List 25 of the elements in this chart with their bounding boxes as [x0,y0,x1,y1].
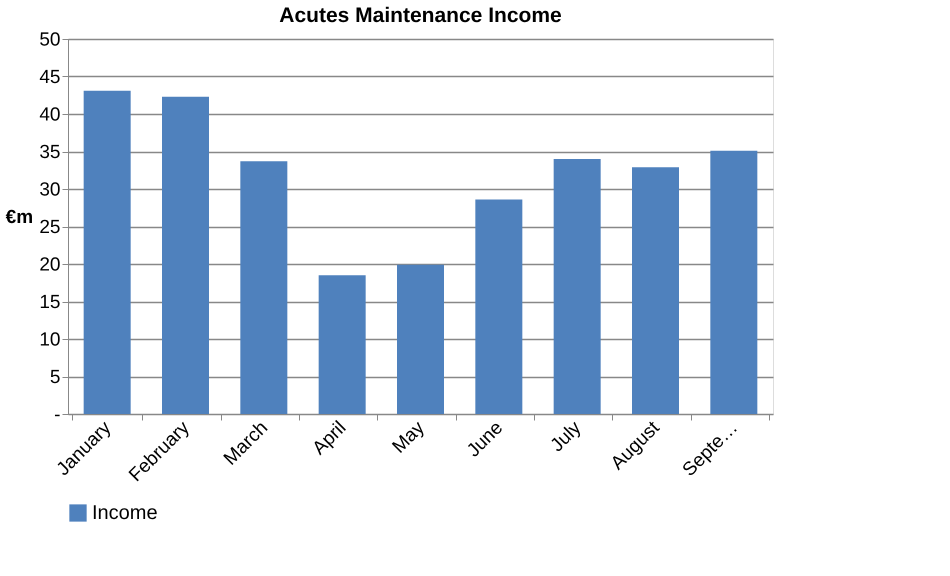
bar [84,90,131,414]
y-axis-title: €m [6,207,34,228]
y-tick-label: 20 [39,254,60,276]
x-tick-label: May [388,417,430,458]
chart-title: Acutes Maintenance Income [279,4,562,27]
legend-label: Income [92,502,158,524]
bar [240,161,288,414]
y-tick-label: 45 [39,67,60,88]
bar [632,167,679,414]
bar [397,264,444,414]
y-tick-label: 5 [50,367,60,388]
y-tick-label: 35 [39,142,60,163]
bar [554,159,601,414]
y-tick-label: 40 [39,104,60,126]
bar [710,150,758,414]
bar [318,275,366,414]
bar [162,96,209,414]
y-tick-label: 50 [39,30,60,50]
y-tick-label: - [54,404,60,426]
y-tick-label: 10 [39,330,60,350]
bar [475,200,522,414]
x-tick-label: July [546,417,586,456]
y-tick-label: 15 [39,292,60,313]
y-tick-label: 25 [39,217,60,238]
y-tick-label: 30 [39,180,60,200]
